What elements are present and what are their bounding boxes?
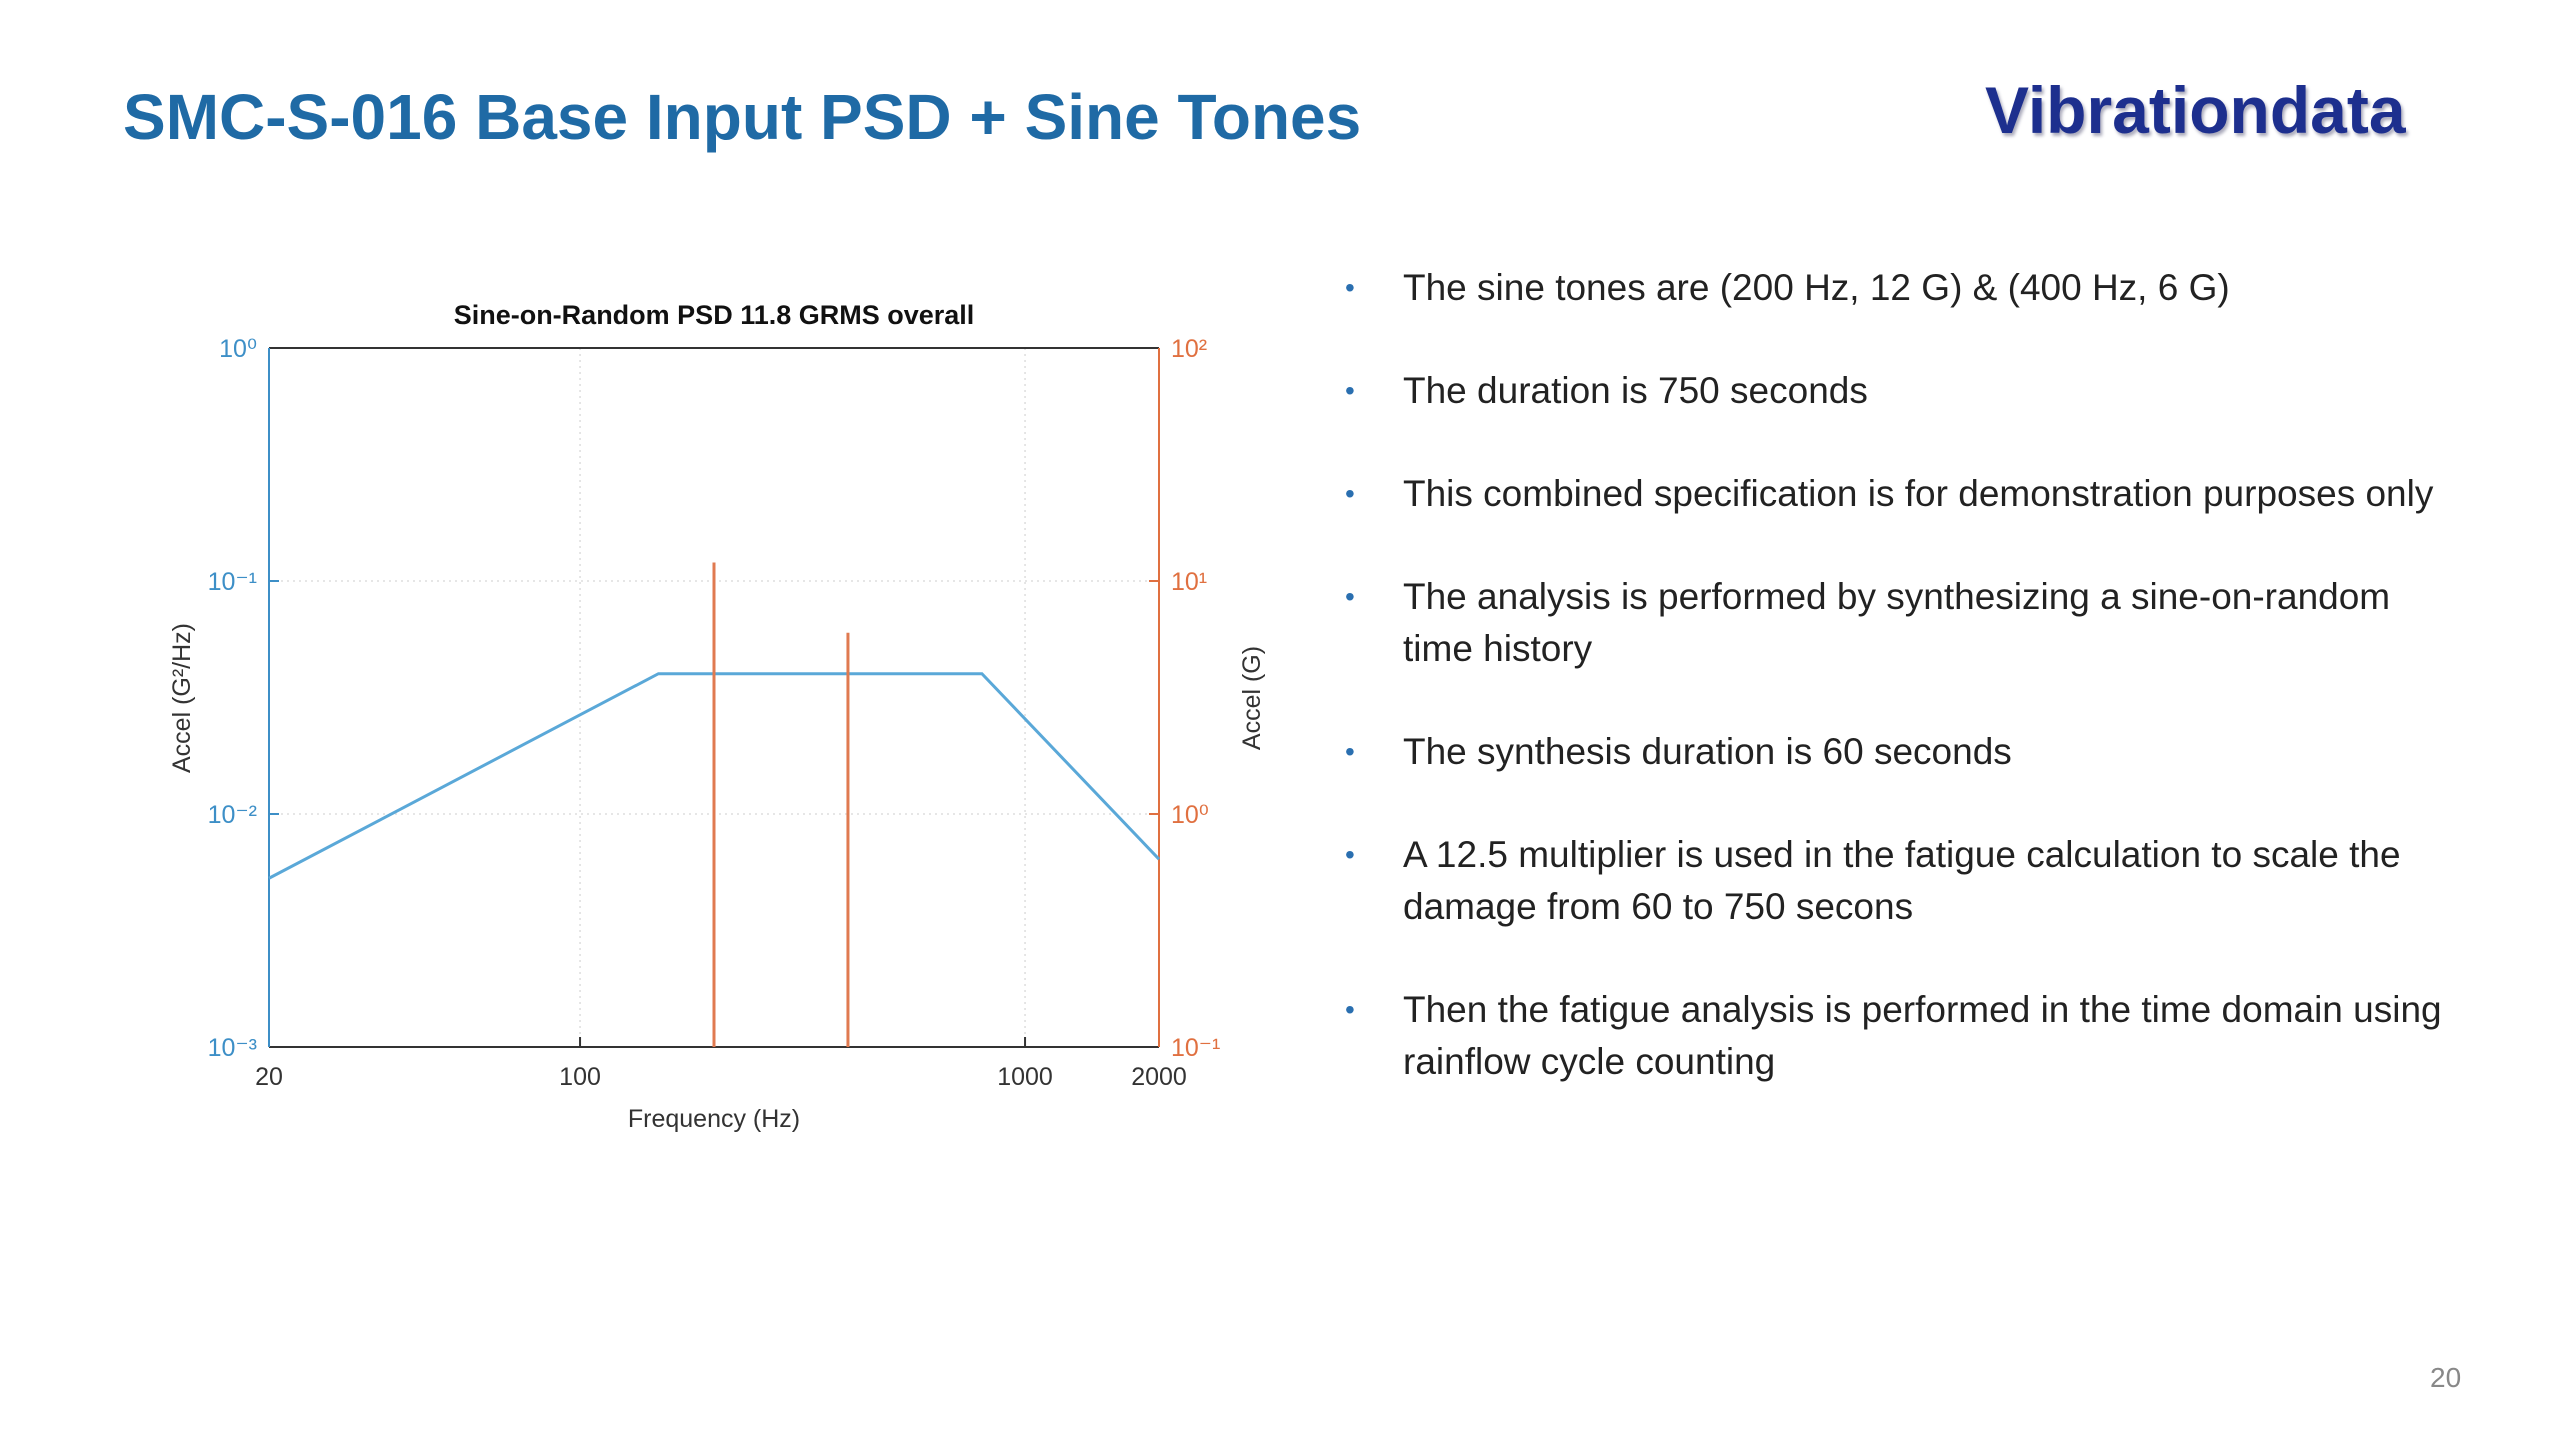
bullet: Then the fatigue analysis is performed i…: [1345, 984, 2455, 1088]
x-tick-label: 2000: [1131, 1063, 1187, 1091]
page-number: 20: [2430, 1362, 2462, 1393]
y-tick-label: 10⁻³: [208, 1034, 257, 1062]
bullet: This combined specification is for demon…: [1345, 468, 2455, 520]
y-tick-label: 10⁰: [1171, 801, 1209, 829]
y-tick-label: 10⁻²: [208, 801, 257, 829]
y-axis-label: Accel (G²/Hz): [168, 623, 196, 773]
chart: Sine-on-Random PSD 11.8 GRMS overall Fre…: [168, 300, 1266, 1133]
y-tick-label: 10²: [1171, 335, 1207, 363]
chart-title: Sine-on-Random PSD 11.8 GRMS overall: [454, 300, 975, 330]
y-tick-label: 10¹: [1171, 568, 1207, 596]
psd-line: [268, 672, 1161, 880]
y-tick-label: 10⁻¹: [208, 568, 257, 596]
bullet-list: The sine tones are (200 Hz, 12 G) & (400…: [1345, 262, 2455, 1139]
bullet: The duration is 750 seconds: [1345, 365, 2455, 417]
bullet: The synthesis duration is 60 seconds: [1345, 726, 2455, 778]
bullet: The analysis is performed by synthesizin…: [1345, 571, 2455, 675]
bullet: The sine tones are (200 Hz, 12 G) & (400…: [1345, 262, 2455, 314]
y-tick-label: 10⁰: [219, 335, 257, 363]
brand: Vibrationdata: [1985, 73, 2406, 147]
x-tick-label: 100: [559, 1063, 601, 1091]
x-axis-label: Frequency (Hz): [628, 1105, 800, 1133]
y2-axis-label: Accel (G): [1238, 646, 1266, 750]
x-tick-label: 20: [255, 1063, 283, 1091]
x-tick-label: 1000: [997, 1063, 1053, 1091]
y-tick-label: 10⁻¹: [1171, 1034, 1220, 1062]
bullet: A 12.5 multiplier is used in the fatigue…: [1345, 829, 2455, 933]
slide-title: SMC-S-016 Base Input PSD + Sine Tones: [123, 81, 1362, 153]
